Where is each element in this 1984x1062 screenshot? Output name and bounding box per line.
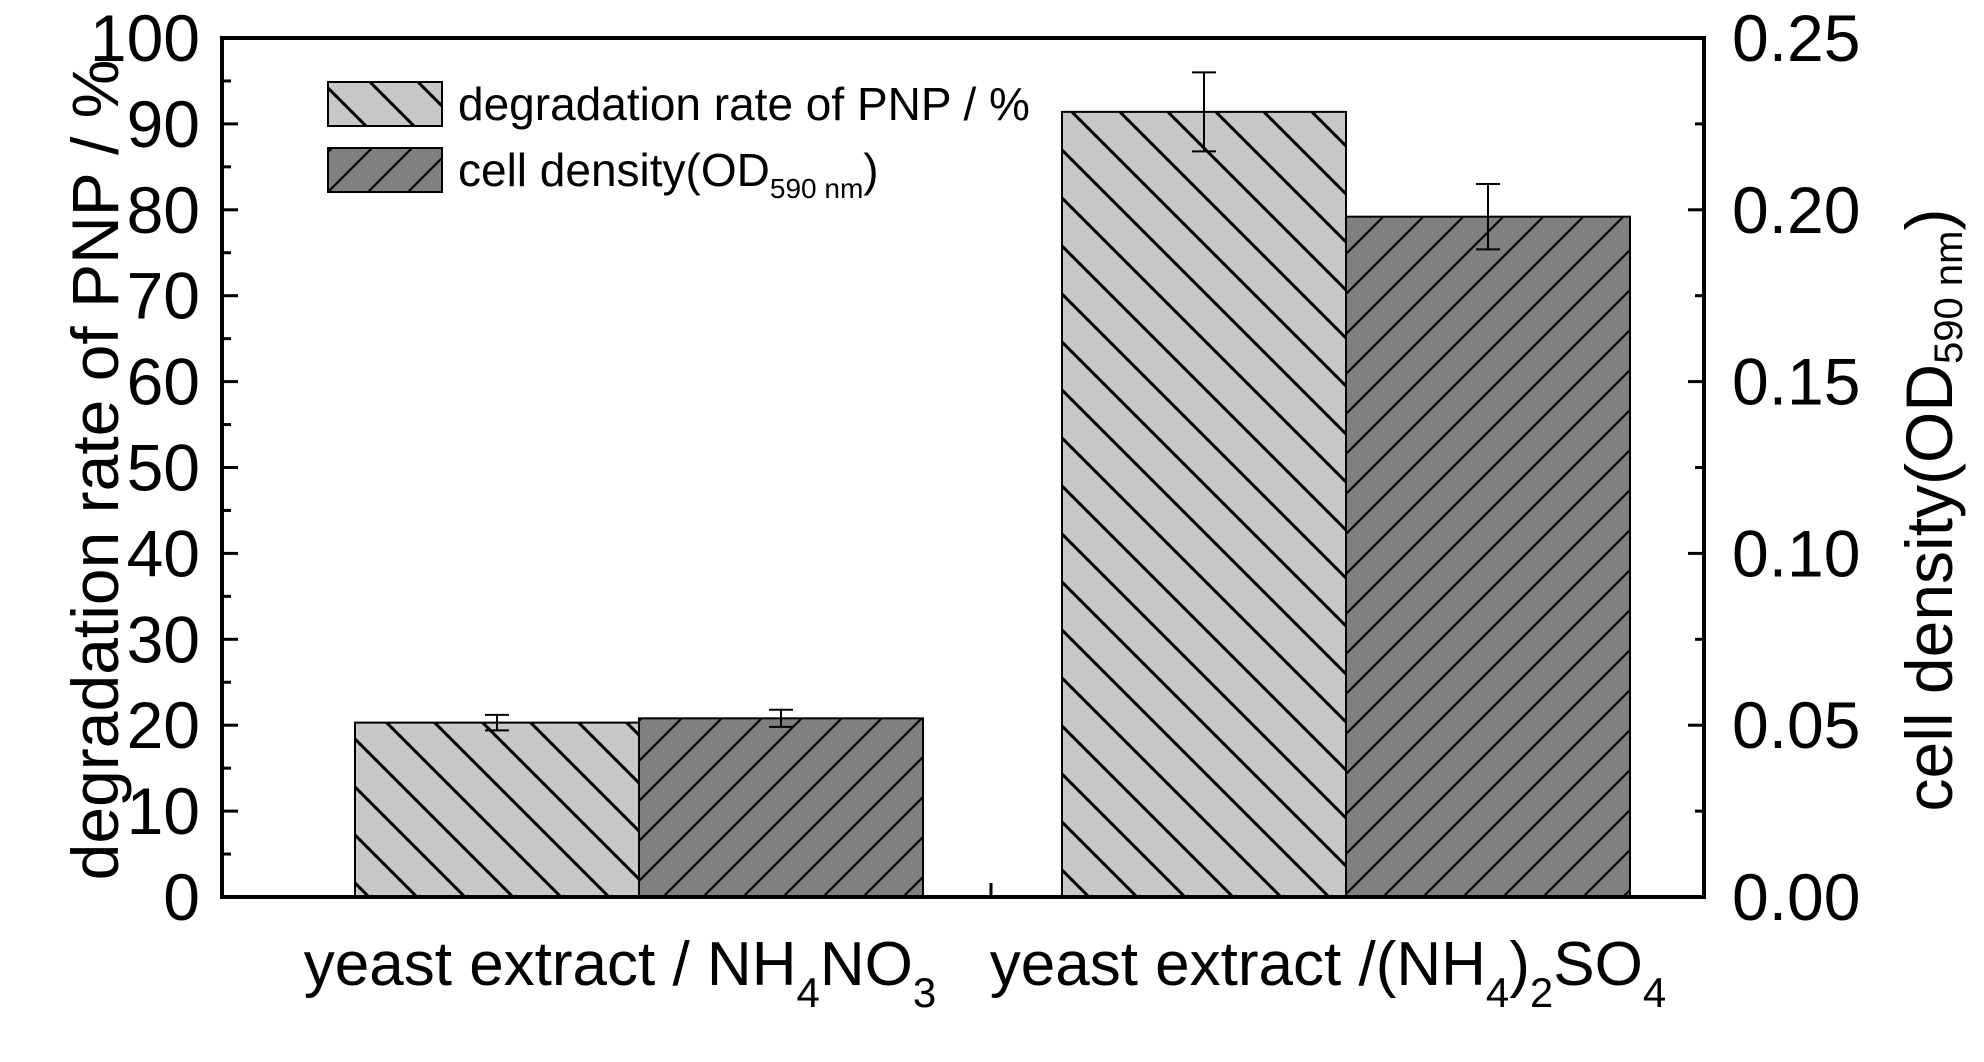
left-tick-label: 50 [127, 431, 200, 505]
bar-cell-density-1 [638, 717, 924, 898]
ticks-layer [222, 36, 1704, 899]
category-label-2: yeast extract /(NH4)2SO4 [990, 930, 1666, 1016]
left-tick-label: 20 [127, 688, 200, 762]
left-tick-label: 100 [90, 1, 200, 75]
legend-swatch-degradation [327, 81, 443, 127]
legend: degradation rate of PNP / % cell density(… [327, 78, 1030, 204]
right-axis-title: cell density(OD590 nm) [1892, 209, 1971, 812]
error-bars-layer [485, 71, 1500, 732]
labels-layer: 0 10 20 30 40 50 60 70 80 90 100 0.00 0.05 0.10 0.15 0.… [58, 1, 1971, 1016]
left-tick-label: 80 [127, 173, 200, 247]
left-tick-label: 40 [127, 516, 200, 590]
left-tick-label: 90 [127, 87, 200, 161]
category-label-1: yeast extract / NH4NO3 [304, 930, 936, 1016]
right-tick-label: 0.00 [1732, 860, 1860, 934]
left-tick-label: 30 [127, 602, 200, 676]
left-tick-label: 0 [163, 860, 200, 934]
legend-swatch-cell-density [327, 147, 443, 193]
bar-cell-density-2 [1345, 215, 1631, 898]
left-tick-label: 60 [127, 345, 200, 419]
bar-degradation-2 [1061, 110, 1347, 898]
bars-layer [354, 110, 1631, 898]
right-tick-label: 0.05 [1732, 688, 1860, 762]
left-tick-label: 10 [127, 774, 200, 848]
legend-label-cell-density: cell density(OD590 nm) [458, 144, 879, 204]
right-tick-label: 0.25 [1732, 1, 1860, 75]
right-tick-label: 0.20 [1732, 173, 1860, 247]
bar-degradation-1 [354, 721, 640, 898]
left-tick-label: 70 [127, 259, 200, 333]
legend-label-degradation: degradation rate of PNP / % [458, 78, 1030, 130]
right-tick-label: 0.10 [1732, 516, 1860, 590]
right-tick-label: 0.15 [1732, 345, 1860, 419]
left-axis-title: degradation rate of PNP / % [58, 60, 132, 881]
